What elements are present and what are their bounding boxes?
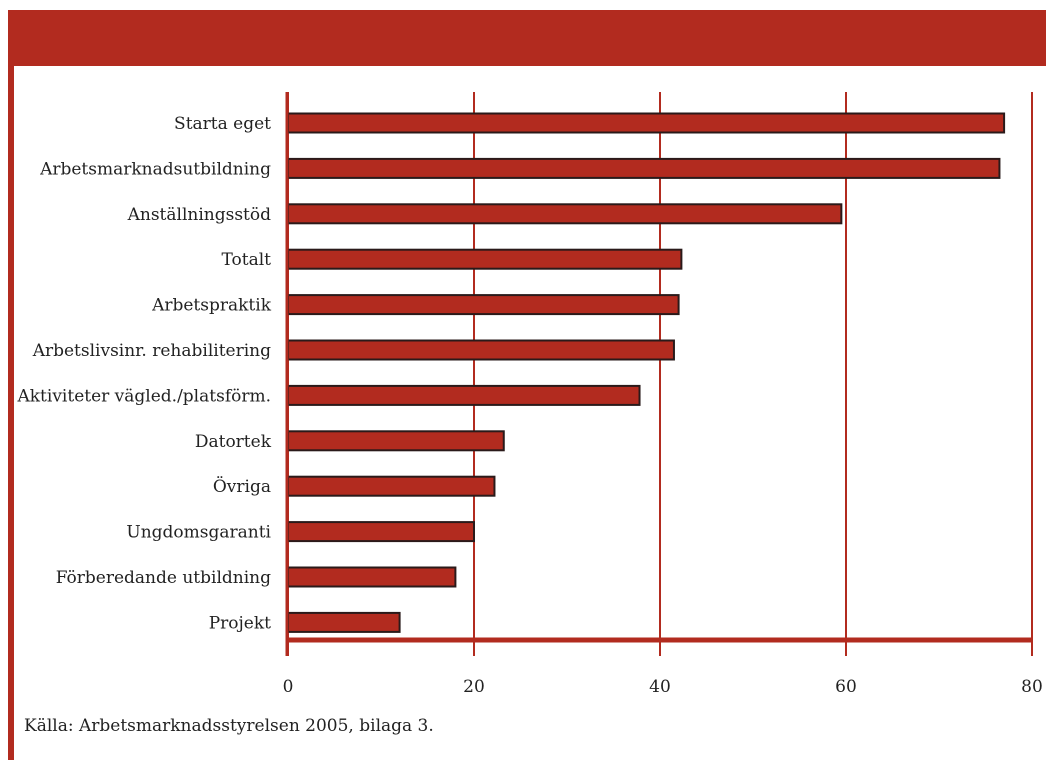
bar <box>287 521 475 543</box>
category-label: Anställningsstöd <box>127 205 272 225</box>
bar <box>287 203 843 225</box>
bar <box>287 248 683 270</box>
category-label: Förberedande utbildning <box>56 568 271 588</box>
category-label: Datortek <box>195 432 272 452</box>
x-tick-label: 80 <box>1021 677 1043 697</box>
category-label: Arbetslivsinr. rehabilitering <box>32 341 271 361</box>
bar <box>287 566 457 588</box>
category-label: Arbetspraktik <box>151 296 272 316</box>
axes <box>285 92 1032 656</box>
header-band <box>8 10 1046 66</box>
bar <box>287 294 680 316</box>
x-tick-label: 60 <box>835 677 857 697</box>
x-tick-label: 40 <box>649 677 671 697</box>
category-label: Arbetsmarknadsutbildning <box>39 159 271 179</box>
x-tick-label: 0 <box>283 677 294 697</box>
bar <box>287 157 1001 179</box>
category-label: Projekt <box>209 613 271 633</box>
bar <box>287 112 1006 134</box>
bars <box>287 112 1006 633</box>
source-note: Källa: Arbetsmarknadsstyrelsen 2005, bil… <box>24 716 434 736</box>
category-labels: Starta eget Arbetsmarknadsutbildning Anstä… <box>16 114 271 633</box>
x-tick-labels: 0 20 40 60 80 <box>283 677 1043 697</box>
category-label: Totalt <box>222 250 272 270</box>
x-tick-label: 20 <box>463 677 485 697</box>
category-label: Övriga <box>213 476 271 497</box>
bar <box>287 611 401 633</box>
left-rule <box>8 66 14 760</box>
bar <box>287 430 505 452</box>
bar <box>287 339 675 361</box>
category-label: Ungdomsgaranti <box>126 523 271 543</box>
bar <box>287 475 496 497</box>
bar <box>287 384 641 406</box>
category-label: Aktiviteter vägled./platsförm. <box>16 386 271 406</box>
category-label: Starta eget <box>174 114 271 134</box>
